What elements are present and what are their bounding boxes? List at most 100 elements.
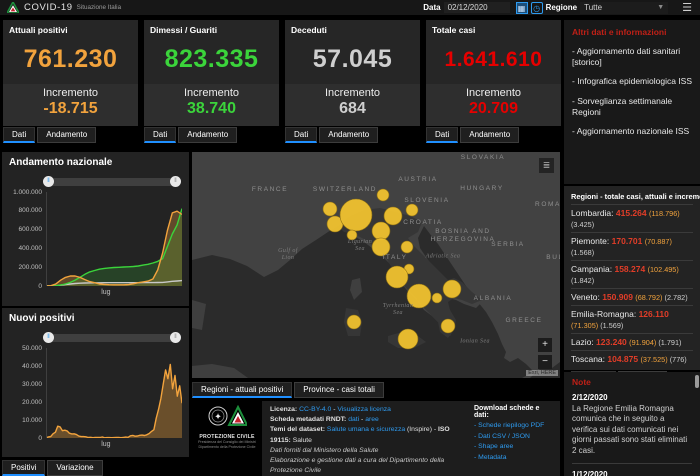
download-link[interactable]: - Metadata — [474, 453, 507, 461]
region-total: 415.264 — [615, 207, 649, 218]
info-link[interactable]: - Aggiornamento dati sanitari [storico] — [572, 46, 681, 67]
region-bubble[interactable] — [346, 229, 358, 241]
region-bubble[interactable] — [397, 328, 419, 350]
region-bubble[interactable] — [376, 188, 390, 202]
region-bubble[interactable] — [371, 237, 391, 257]
region-select-value: Tutte — [584, 2, 603, 12]
map-tab-regioni[interactable]: Regioni - attuali positivi — [192, 382, 293, 398]
region-attuali: (37.525) — [640, 354, 670, 364]
date-input[interactable]: 02/12/2020 — [443, 2, 510, 13]
license-link[interactable]: Visualizza licenza — [337, 406, 391, 413]
region-row: Lazio: 123.240 (91.904) (1.791) — [571, 333, 693, 350]
region-bubble[interactable] — [442, 279, 462, 299]
info-section-title: Altri dati e informazioni — [572, 27, 667, 37]
slider-right-handle[interactable]: ‖ — [170, 176, 181, 187]
info-link[interactable]: - Sorveglianza settimanale Regioni — [572, 95, 673, 117]
app-logo-icon — [7, 2, 19, 13]
menu-icon[interactable]: ☰ — [682, 1, 692, 14]
stat-card-increment: Incremento -18.715 — [3, 84, 138, 126]
region-bubble[interactable] — [339, 198, 373, 232]
region-select[interactable]: Tutte ▼ — [580, 1, 669, 14]
license-link[interactable]: dati — [348, 416, 360, 424]
chart1-range-slider[interactable]: ‖ ‖ — [43, 176, 181, 187]
chart2-range-slider[interactable]: ‖ ‖ — [43, 332, 181, 343]
country-label: SWITZERLAND — [312, 186, 378, 194]
y-axis-tick: 50.000 — [22, 344, 42, 352]
zoom-out-button[interactable]: − — [538, 355, 552, 369]
layers-icon[interactable]: ≣ — [539, 158, 554, 173]
slider-left-handle[interactable]: ‖ — [43, 332, 54, 343]
tab-positivi[interactable]: Positivi — [2, 460, 46, 476]
license-link[interactable]: Salute umana e sicurezza — [326, 426, 406, 434]
tab-andamento[interactable]: Andamento — [319, 127, 379, 143]
stat-card-body: Totale casi 1.641.610 Incremento 20.709 — [426, 20, 561, 126]
note-text: La Regione Emilia Romagna comunica che i… — [572, 404, 688, 455]
country-label: ITALY — [382, 254, 408, 262]
pc-logo-line2: Dipartimento della Protezione Civile — [198, 444, 256, 449]
protezione-civile-logo: ✦ PROTEZIONE CIVILE Presidenza del Consi… — [192, 401, 262, 476]
country-label: AUSTRIA — [398, 176, 438, 184]
tab-dati[interactable]: Dati — [3, 127, 36, 143]
region-bubble[interactable] — [383, 206, 403, 226]
tab-variazione[interactable]: Variazione — [47, 460, 103, 476]
increment-label: Incremento — [324, 87, 381, 99]
country-label: SLOVENIA — [404, 197, 450, 205]
license-line: Elaborazione e gestione dati a cura del … — [270, 456, 460, 476]
license-link[interactable]: CC-BY-4.0 — [299, 406, 332, 413]
license-text: Dati forniti dal Ministero della Salute — [270, 446, 379, 454]
region-name: Campania: — [571, 263, 615, 274]
y-axis-tick: 0 — [38, 434, 42, 442]
region-bubble[interactable] — [385, 265, 409, 289]
europe-landmass — [192, 152, 560, 378]
region-bubble[interactable] — [346, 314, 362, 330]
region-attuali: (102.495) — [647, 264, 679, 274]
map-canvas[interactable] — [192, 152, 560, 378]
map-tab-province[interactable]: Province - casi totali — [294, 382, 384, 398]
tab-andamento[interactable]: Andamento — [37, 127, 97, 143]
download-link[interactable]: - Dati CSV / JSON — [474, 432, 530, 440]
zoom-in-button[interactable]: + — [538, 338, 552, 352]
andamento-nazionale-panel: Andamento nazionale ‖ ‖ 1.000.000 800.000… — [2, 152, 189, 306]
italy-map[interactable]: FRANCE SWITZERLAND AUSTRIA SLOVAKIA HUNGARY S… — [192, 152, 560, 378]
tab-andamento[interactable]: Andamento — [460, 127, 520, 143]
info-link[interactable]: - Aggiornamento nazionale ISS — [572, 126, 690, 137]
tab-dati[interactable]: Dati — [144, 127, 177, 143]
clock-icon[interactable]: ◷ — [530, 1, 543, 14]
slider-right-handle[interactable]: ‖ — [170, 332, 181, 343]
download-link[interactable]: - Schede riepilogo PDF — [474, 422, 545, 429]
slider-left-handle[interactable]: ‖ — [43, 176, 54, 187]
download-header: Download schede e dati: — [474, 405, 540, 419]
region-bubble[interactable] — [400, 240, 414, 254]
region-total: 150.909 — [602, 291, 636, 302]
region-bubble[interactable] — [371, 221, 391, 241]
region-bubble[interactable] — [440, 318, 456, 334]
sea-label: Tyrrhenian Sea — [382, 302, 414, 316]
info-link[interactable]: - Infografica epidemiologica ISS — [572, 76, 693, 87]
region-bubble[interactable] — [322, 201, 338, 217]
calendar-icon[interactable]: ▦ — [515, 1, 528, 14]
region-bubble[interactable] — [405, 203, 419, 217]
tab-dati[interactable]: Dati — [285, 127, 318, 143]
stat-card-value: 57.045 — [312, 45, 393, 73]
y-axis-tick: 0 — [38, 282, 42, 290]
y-axis-tick: 800.000 — [18, 207, 43, 215]
region-bubble[interactable] — [431, 292, 443, 304]
download-block: Download schede e dati: - Schede riepilo… — [468, 401, 560, 476]
region-name: Veneto: — [571, 291, 603, 302]
regions-section: Regioni - totale casi, attuali e increme… — [564, 186, 700, 387]
region-bubble[interactable] — [406, 283, 432, 309]
download-link[interactable]: - Shape aree — [474, 443, 514, 451]
tab-andamento[interactable]: Andamento — [178, 127, 238, 143]
license-text: Elaborazione e gestione dati a cura del … — [270, 456, 445, 475]
license-link[interactable]: aree — [365, 416, 379, 424]
sea-label: Gulf of Lion — [278, 247, 298, 261]
app-title: COVID-19 — [24, 2, 73, 13]
region-total: 123.240 — [596, 336, 630, 347]
region-increment: (2.782) — [664, 292, 688, 302]
scrollbar-thumb[interactable] — [695, 375, 699, 388]
tab-dati[interactable]: Dati — [426, 127, 459, 143]
sea-label: Adriatic Sea — [425, 253, 461, 260]
corsica-shape — [350, 278, 362, 300]
license-text: - — [331, 406, 338, 413]
stat-card-increment: Incremento 38.740 — [144, 84, 279, 126]
